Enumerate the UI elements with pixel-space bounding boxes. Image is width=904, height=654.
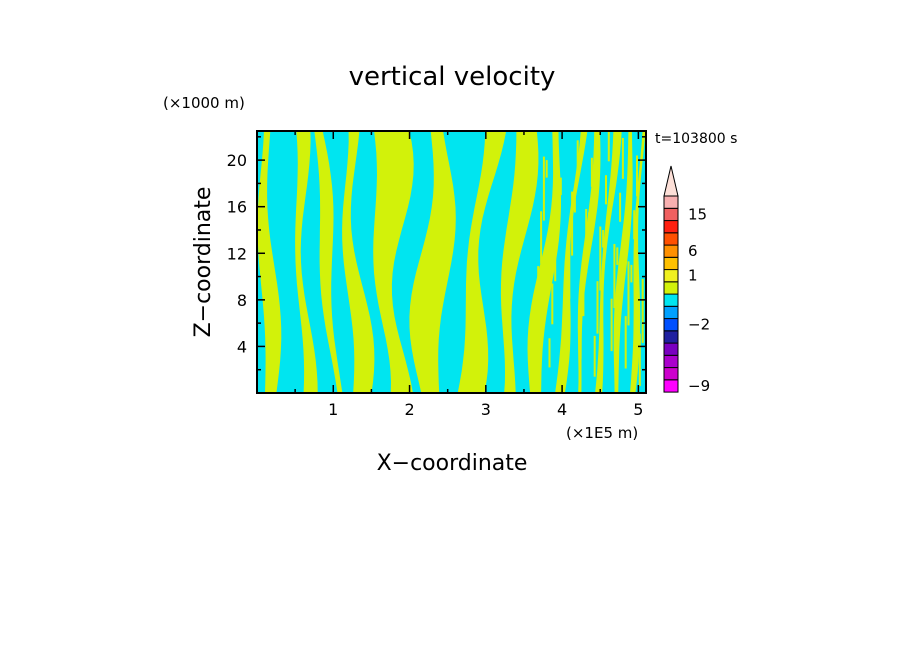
positive-velocity-streak — [636, 155, 638, 197]
colorbar-segment — [663, 269, 679, 283]
y-tick-label: 16 — [227, 198, 247, 217]
positive-velocity-region — [257, 131, 282, 393]
positive-velocity-streak — [633, 210, 636, 240]
positive-velocity-streak — [588, 212, 590, 230]
positive-velocity-streak — [619, 192, 622, 222]
positive-velocity-region — [630, 131, 646, 393]
positive-velocity-streak — [596, 281, 599, 334]
positive-velocity-region — [595, 131, 622, 393]
positive-velocity-region — [577, 131, 601, 393]
positive-velocity-region — [457, 131, 507, 393]
positive-velocity-streak — [537, 266, 540, 307]
positive-velocity-streak — [534, 320, 537, 350]
colorbar-tick-label: −9 — [688, 377, 710, 395]
positive-velocity-streak — [576, 140, 579, 170]
positive-velocity-streak — [585, 209, 588, 273]
colorbar-tick-label: 1 — [688, 267, 698, 285]
positive-velocity-streak — [599, 226, 602, 291]
positive-velocity-region — [295, 131, 318, 393]
positive-velocity-streak — [593, 335, 596, 377]
positive-velocity-streak — [542, 156, 545, 221]
colorbar-extend-arrow — [663, 165, 679, 197]
positive-velocity-region — [373, 131, 414, 393]
positive-velocity-streak — [565, 301, 568, 342]
velocity-field — [257, 131, 646, 393]
positive-velocity-streak — [557, 174, 559, 239]
positive-velocity-streak — [613, 244, 616, 308]
positive-velocity-region — [613, 131, 633, 393]
colorbar-tick-label: −2 — [688, 316, 710, 334]
colorbar-segment — [663, 256, 679, 271]
positive-velocity-region — [409, 131, 456, 393]
colorbar-segment — [663, 281, 679, 295]
positive-velocity-streak — [540, 211, 543, 264]
colorbar-segment — [663, 207, 679, 222]
positive-velocity-streak — [545, 160, 548, 178]
colorbar-tick-label: 15 — [688, 205, 707, 223]
positive-velocity-streak — [602, 230, 605, 248]
x-tick-label: 4 — [557, 400, 567, 419]
positive-velocity-streak — [610, 298, 613, 352]
positive-velocity-streak — [605, 175, 607, 205]
x-tick-label: 2 — [404, 400, 414, 419]
colorbar-segment — [663, 305, 679, 320]
colorbar-segment — [663, 195, 679, 209]
positive-velocity-region — [314, 131, 343, 393]
colorbar-segment — [663, 367, 679, 381]
x-tick-label: 1 — [328, 400, 338, 419]
positive-velocity-streak — [531, 375, 534, 393]
positive-velocity-streak — [582, 263, 585, 317]
positive-velocity-region — [500, 131, 539, 393]
colorbar-tick-label: 6 — [688, 242, 698, 260]
colorbar: 15 6 1 −2 −9 — [663, 165, 710, 395]
positive-velocity-streak — [551, 283, 554, 325]
positive-velocity-streak — [627, 261, 630, 326]
positive-velocity-streak — [641, 278, 644, 343]
chart-title: vertical velocity — [349, 62, 556, 92]
positive-velocity-streak — [571, 191, 574, 256]
positive-velocity-streak — [630, 264, 633, 283]
colorbar-segment — [663, 379, 679, 393]
colorbar-segment — [663, 220, 679, 234]
positive-velocity-streak — [559, 177, 562, 196]
positive-velocity-streak — [607, 131, 610, 162]
colorbar-segment — [663, 293, 679, 307]
x-unit-label: (×1E5 m) — [566, 424, 638, 442]
y-tick-label: 8 — [237, 291, 247, 310]
y-tick-label: 12 — [227, 244, 247, 263]
positive-velocity-streak — [562, 355, 565, 385]
colorbar-segment — [663, 354, 679, 369]
y-tick-label: 20 — [227, 151, 247, 170]
colorbar-segment — [663, 342, 679, 356]
positive-velocity-streak — [621, 138, 624, 179]
x-tick-label: 3 — [481, 400, 491, 419]
positive-velocity-streak — [579, 318, 582, 360]
time-label: t=103800 s — [655, 131, 737, 147]
y-axis-label: Z−coordinate — [191, 187, 216, 338]
y-unit-label: (×1000 m) — [163, 94, 245, 112]
y-tick-label: 4 — [237, 337, 247, 356]
positive-velocity-streak — [568, 246, 571, 299]
positive-velocity-streak — [573, 195, 576, 213]
x-tick-label: 5 — [633, 400, 643, 419]
positive-velocity-region — [342, 131, 375, 393]
colorbar-segment — [663, 244, 679, 258]
positive-velocity-streak — [590, 157, 593, 187]
positive-velocity-region — [555, 131, 588, 393]
positive-velocity-streak — [616, 247, 619, 265]
positive-velocity-streak — [638, 333, 641, 386]
positive-velocity-streak — [548, 338, 551, 368]
colorbar-segment — [663, 330, 679, 344]
colorbar-segment — [663, 318, 679, 332]
plot-frame — [256, 130, 647, 394]
positive-velocity-streak — [624, 316, 627, 369]
positive-velocity-streak — [554, 228, 557, 282]
x-axis-label: X−coordinate — [377, 451, 528, 476]
colorbar-segment — [663, 232, 679, 246]
